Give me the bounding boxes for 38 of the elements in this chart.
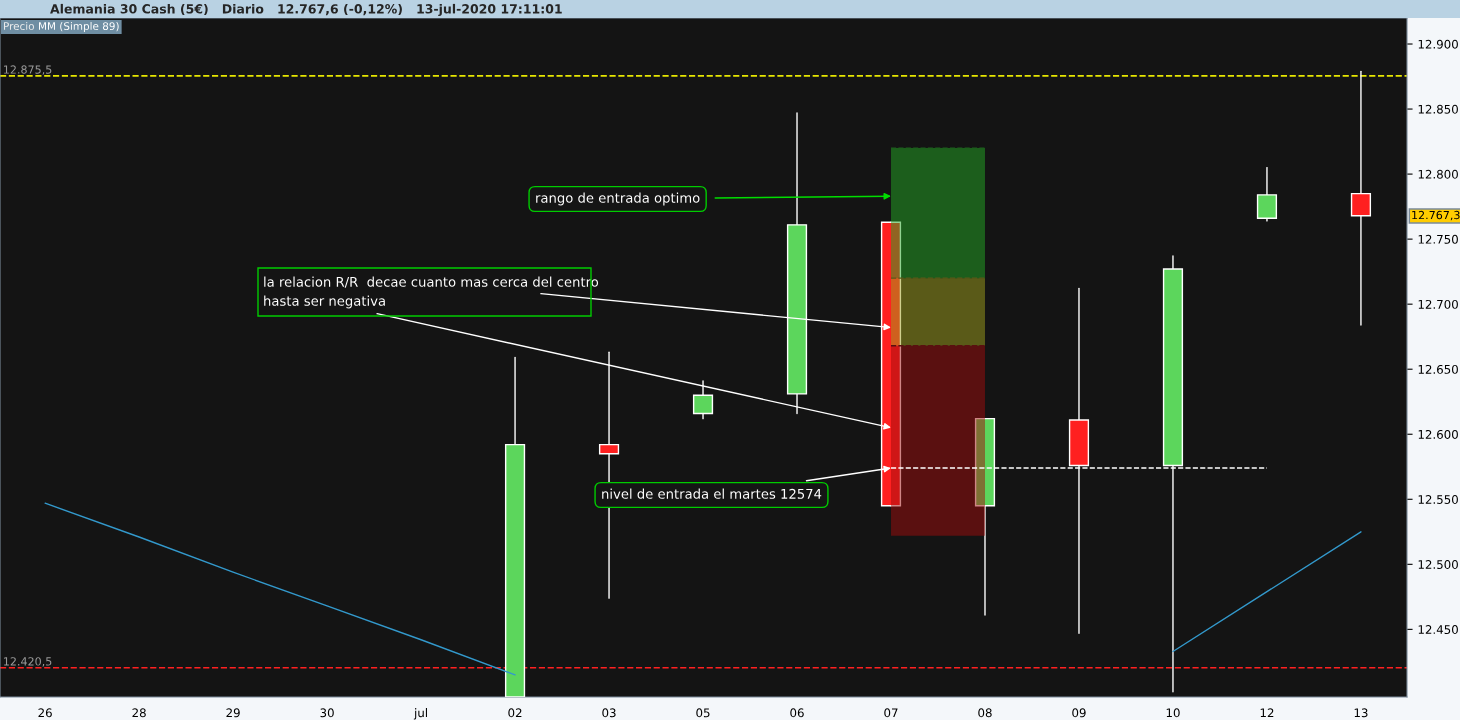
y-tick-label: 12.900 — [1418, 39, 1458, 49]
annotation: rango de entrada optimo — [536, 192, 700, 206]
candlestick — [1256, 166, 1278, 222]
annotation: Precio — [4, 21, 34, 31]
y-tick-label: 12.850 — [1418, 104, 1458, 114]
candlestick — [692, 380, 714, 420]
ref-line-label: 12.420,5 — [4, 657, 52, 667]
candlestick — [1350, 70, 1372, 326]
chart-title: Alemania 30 Cash (5€) Diario 12.767,6 (-0,12%) 13-jul-2020 17:11:01 — [50, 3, 562, 17]
x-tick-label: 06 — [790, 708, 804, 718]
x-tick-label: 30 — [320, 708, 334, 718]
x-tick-label: 07 — [884, 708, 898, 718]
annotation: la relacion R/R decae cuanto mas cerca del centro — [264, 276, 599, 288]
x-tick-label: 08 — [978, 708, 992, 718]
annotation: MM (Simple 89) — [39, 21, 119, 33]
x-tick-label: 10 — [1166, 708, 1180, 718]
x-tick-label: 12 — [1260, 708, 1274, 718]
x-tick-label: 09 — [1072, 708, 1086, 718]
y-tick-label: 12.650 — [1418, 364, 1458, 374]
x-tick-label: 26 — [38, 708, 52, 718]
x-tick-label: 28 — [132, 708, 146, 718]
ref-line-label: 12.875,5 — [4, 65, 52, 75]
y-tick-label: 12.500 — [1418, 560, 1458, 569]
y-tick-label: 12.550 — [1418, 495, 1458, 504]
text: 12.767,3 — [1412, 210, 1460, 221]
y-tick-label: 12.600 — [1418, 429, 1458, 439]
y-tick-label: 12.450 — [1418, 625, 1458, 635]
annotation: hasta ser negativa — [264, 295, 385, 309]
y-tick-label: 12.750 — [1418, 234, 1458, 244]
x-tick-label: 05 — [696, 708, 710, 718]
x-tick-label: 02 — [508, 708, 522, 718]
x-tick-label: jul — [413, 708, 427, 720]
y-tick-label: 12.800 — [1418, 169, 1458, 179]
annotation: nivel de entrada el martes 12574 — [602, 488, 822, 499]
x-tick-label: 29 — [226, 708, 240, 718]
x-tick-label: 13 — [1354, 708, 1368, 718]
x-tick-label: 03 — [602, 708, 616, 718]
y-tick-label: 12.700 — [1418, 299, 1458, 309]
